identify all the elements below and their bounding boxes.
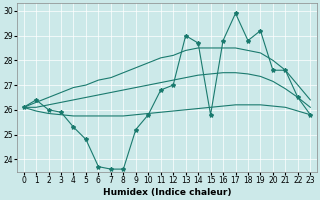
X-axis label: Humidex (Indice chaleur): Humidex (Indice chaleur) <box>103 188 231 197</box>
